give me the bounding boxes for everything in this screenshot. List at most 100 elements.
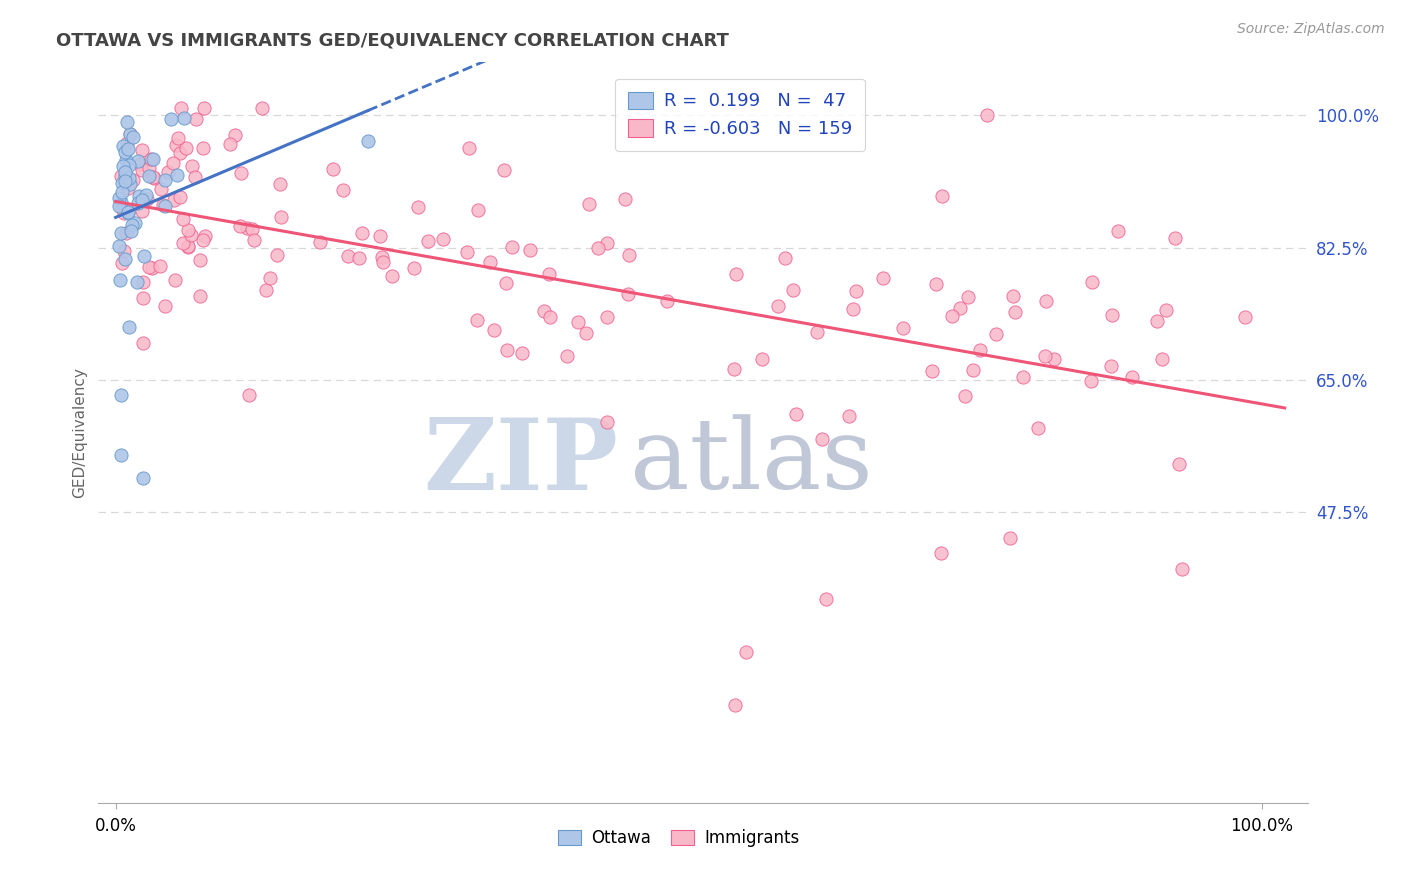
Point [117,205,139,219]
Point [111,139,134,153]
Point [127,153,149,168]
Point [165,273,187,287]
Point [138,161,160,175]
Point [1033,349,1056,363]
Point [118,170,141,185]
Point [596,236,619,251]
Point [357,134,380,148]
Point [131,194,153,208]
Point [510,345,533,359]
Point [766,299,789,313]
Point [1042,352,1064,367]
Point [1026,420,1049,434]
Point [136,192,159,206]
Point [170,101,193,115]
Point [368,229,391,244]
Point [114,145,136,159]
Point [404,260,426,275]
Point [131,143,153,157]
Point [138,169,160,184]
Point [925,277,948,291]
Point [131,203,153,218]
Point [132,471,155,485]
Point [406,200,429,214]
Point [131,336,153,351]
Text: OTTAWA VS IMMIGRANTS GED/EQUIVALENCY CORRELATION CHART: OTTAWA VS IMMIGRANTS GED/EQUIVALENCY COR… [56,31,730,49]
Point [186,112,208,126]
Point [773,252,796,266]
Point [1170,561,1192,575]
Point [122,129,145,144]
Point [723,698,745,712]
Point [1011,369,1033,384]
Point [218,137,240,152]
Point [174,140,197,154]
Point [229,219,252,233]
Point [613,192,636,206]
Point [142,170,165,185]
Point [1107,224,1129,238]
Point [1164,231,1187,245]
Point [114,173,136,187]
Point [111,176,134,190]
Point [122,173,145,187]
Point [153,173,176,187]
Point [976,108,998,122]
Point [188,253,211,268]
Point [172,212,194,227]
Point [1101,309,1123,323]
Point [588,241,610,255]
Point [921,364,943,378]
Point [872,271,894,285]
Point [782,283,804,297]
Point [735,645,758,659]
Point [118,127,141,141]
Point [132,291,155,305]
Point [555,350,578,364]
Point [456,245,478,260]
Point [416,235,439,249]
Point [177,222,200,236]
Point [118,319,141,334]
Point [238,388,260,402]
Text: ZIP: ZIP [423,414,619,511]
Point [193,233,215,247]
Point [111,256,134,270]
Point [229,166,252,180]
Point [166,131,188,145]
Point [495,343,517,357]
Point [617,248,640,262]
Point [806,326,828,340]
Point [336,249,359,263]
Point [114,252,136,266]
Point [114,165,136,179]
Point [194,229,217,244]
Point [181,159,204,173]
Point [931,189,953,203]
Point [254,283,277,297]
Point [191,141,214,155]
Point [785,407,807,421]
Point [567,315,589,329]
Point [371,251,394,265]
Point [142,171,165,186]
Point [153,299,176,313]
Point [180,227,202,242]
Point [492,163,515,178]
Point [617,287,640,301]
Point [117,204,139,219]
Text: Source: ZipAtlas.com: Source: ZipAtlas.com [1237,22,1385,37]
Point [891,321,914,335]
Point [184,169,207,184]
Point [845,284,868,298]
Point [998,532,1021,546]
Point [120,224,142,238]
Point [1233,310,1256,325]
Point [655,293,678,308]
Point [949,301,972,316]
Point [962,363,984,377]
Point [115,115,138,129]
Point [118,127,141,141]
Point [127,275,149,289]
Point [575,326,598,341]
